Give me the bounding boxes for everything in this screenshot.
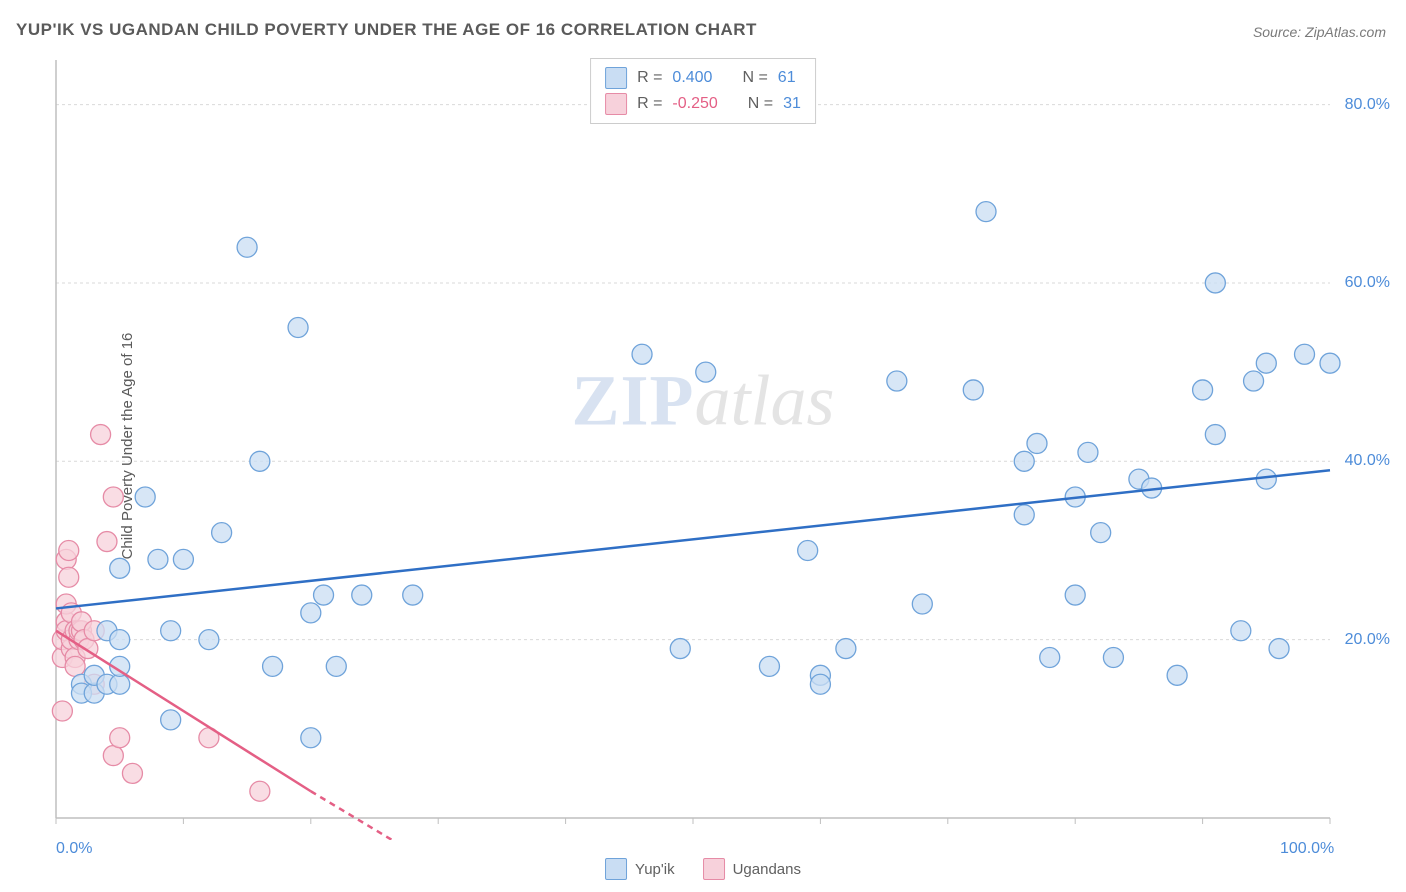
swatch-pink: [605, 93, 627, 115]
series-label: Yup'ik: [635, 861, 675, 878]
legend-item-yupik: Yup'ik: [605, 858, 675, 880]
swatch-blue: [605, 67, 627, 89]
y-tick-label: 20.0%: [1345, 631, 1390, 649]
n-label: N =: [748, 95, 773, 113]
n-value: 31: [783, 95, 801, 113]
y-tick-label: 40.0%: [1345, 452, 1390, 470]
correlation-legend: R = 0.400 N = 61 R = -0.250 N = 31: [590, 58, 816, 124]
scatter-plot: [50, 50, 1390, 840]
swatch-blue: [605, 858, 627, 880]
y-tick-label: 60.0%: [1345, 274, 1390, 292]
legend-row-blue: R = 0.400 N = 61: [605, 65, 801, 91]
source-attribution: Source: ZipAtlas.com: [1253, 24, 1386, 40]
x-tick-label: 0.0%: [56, 840, 92, 858]
swatch-pink: [703, 858, 725, 880]
legend-item-ugandans: Ugandans: [703, 858, 801, 880]
legend-row-pink: R = -0.250 N = 31: [605, 91, 801, 117]
y-tick-label: 80.0%: [1345, 96, 1390, 114]
r-value: 0.400: [672, 69, 712, 87]
series-legend: Yup'ik Ugandans: [605, 858, 801, 880]
series-label: Ugandans: [733, 861, 801, 878]
n-label: N =: [742, 69, 767, 87]
x-tick-label: 100.0%: [1280, 840, 1334, 858]
r-value: -0.250: [672, 95, 717, 113]
n-value: 61: [778, 69, 796, 87]
chart-title: YUP'IK VS UGANDAN CHILD POVERTY UNDER TH…: [16, 20, 757, 40]
r-label: R =: [637, 95, 662, 113]
r-label: R =: [637, 69, 662, 87]
